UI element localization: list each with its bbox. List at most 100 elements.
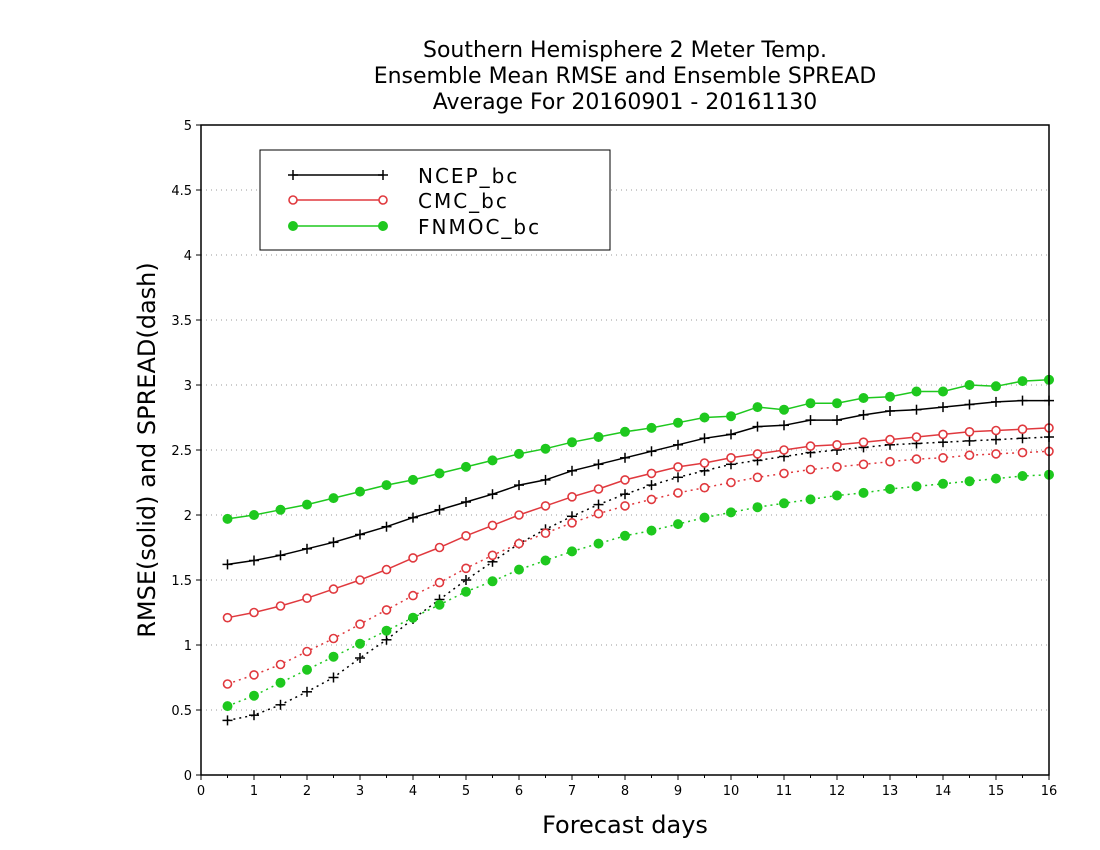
series-cmc-bc-spread-point [832,462,842,472]
y-tick-label: 5 [184,119,192,134]
series-ncep-bc-rmse-point [275,550,286,561]
series-ncep-bc-rmse-point [726,429,736,440]
series-ncep-bc-rmse-point [646,446,657,457]
series-ncep-bc-spread-point [964,435,975,446]
series-cmc-bc-rmse-point [620,475,630,485]
series-fnmoc-bc-rmse-point [275,504,286,515]
series-cmc-bc-rmse-point [699,458,710,468]
series-fnmoc-bc-spread-point [805,494,816,505]
y-tick-label: 1.5 [171,574,192,589]
series-ncep-bc-rmse-point [832,415,842,426]
chart-title-line-2: Ensemble Mean RMSE and Ensemble SPREAD [374,64,877,89]
series-cmc-bc-spread-point [805,464,816,475]
series-fnmoc-bc-rmse-point [885,391,895,402]
series-cmc-bc-spread-point [646,494,657,505]
series-cmc-bc-rmse-point [434,542,445,553]
series-cmc-bc-rmse-point [805,441,816,451]
series-fnmoc-bc-spread-point [487,576,498,587]
series-fnmoc-bc-spread-point [938,478,948,489]
chart-title-line-3: Average For 20160901 - 20161130 [433,90,818,115]
series-cmc-bc-rmse-point [726,452,736,463]
y-axis-label: RMSE(solid) and SPREAD(dash) [133,262,161,638]
series-cmc-bc-rmse-point [911,432,922,442]
axes: 00.511.522.533.544.550 1 2 3 4 5 6 7 8 9 10 11 12 13 1… [171,119,1057,799]
series-cmc-bc-rmse-point [381,564,392,575]
series-cmc-bc-spread-point [938,452,948,463]
x-tick-label: 11 [776,784,793,799]
series-cmc-bc-spread-point [381,605,392,615]
series-fnmoc-bc-spread-point [1017,471,1028,481]
series-fnmoc-bc-spread-point [461,586,471,597]
series-cmc-bc-rmse-point [858,437,869,448]
series-cmc-bc-spread-point [779,468,789,479]
x-tick-label: 6 [515,784,523,799]
series-fnmoc-bc-spread-point [222,701,233,712]
series-cmc-bc-spread-point [991,449,1001,459]
series-fnmoc-bc-spread-point [514,564,524,575]
series-ncep-bc-rmse-point [540,474,551,485]
series-cmc-bc-rmse-point [646,468,657,479]
series-cmc-bc-rmse-point [514,510,524,520]
series-cmc-bc-rmse-point [222,612,233,623]
series-fnmoc-bc-rmse-point [540,443,551,454]
series-cmc-bc-rmse-point [673,462,683,472]
series-cmc-bc-spread-point [302,646,312,657]
series-ncep-bc-rmse-point [434,504,445,515]
series-cmc-bc-rmse-point [964,426,975,437]
series-cmc-bc-spread-point [885,456,895,467]
series-cmc-bc-rmse-point [991,425,1001,436]
series-fnmoc-bc-rmse-point [1017,376,1028,387]
series-cmc-bc-spread-point [408,590,418,601]
legend-marker-cmc-bc-start [288,195,298,205]
x-tick-label: 9 [674,784,682,799]
series-fnmoc-bc-spread-point [302,664,312,675]
series-ncep-bc-rmse-point [514,480,524,491]
series-cmc-bc-spread-point [434,577,445,588]
y-tick-label: 3 [184,379,192,394]
series-ncep-bc-rmse-point [911,404,922,415]
y-tick-label: 1 [184,639,192,654]
series-ncep-bc-rmse-point [408,512,418,523]
legend-marker-ncep-bc-end [378,170,388,180]
series-fnmoc-bc-spread-point [328,651,339,662]
series-fnmoc-bc-rmse-point [646,422,657,433]
series-fnmoc-bc-rmse-point [726,411,736,422]
series-ncep-bc-spread-point [593,499,604,510]
series-ncep-bc-spread-line [227,436,1050,722]
series-cmc-bc-rmse-point [1017,424,1028,435]
series-ncep-bc-spread-point [620,489,630,500]
series-cmc-bc-spread-point [858,459,869,470]
series-fnmoc-bc-rmse-point [964,380,975,390]
series-fnmoc-bc-rmse-point [805,398,816,409]
x-tick-label: 15 [988,784,1005,799]
series-cmc-bc-spread-point [487,550,498,561]
series-ncep-bc-rmse-point [620,452,630,463]
series-fnmoc-bc-spread-point [381,625,392,636]
series [222,374,1054,726]
series-cmc-bc-spread-point [699,482,710,493]
series-cmc-bc-spread-point [249,670,259,680]
series-ncep-bc-rmse-point [991,396,1001,407]
series-ncep-bc-rmse-point [461,497,471,507]
x-tick-label: 10 [723,784,740,799]
series-ncep-bc-rmse-point [487,489,498,500]
series-ncep-bc-spread-point [275,699,286,710]
series-fnmoc-bc-spread-point [249,690,259,701]
series-fnmoc-bc-spread-point [673,519,683,530]
series-fnmoc-bc-rmse-point [991,381,1001,392]
series-ncep-bc-spread-point [249,710,259,721]
series-cmc-bc-rmse-point [355,575,365,585]
series-fnmoc-bc-spread-point [779,498,789,509]
y-tick-label: 4 [184,249,192,264]
series-ncep-bc-rmse-point [858,409,869,420]
series-cmc-bc-spread-point [355,619,365,630]
series-fnmoc-bc-rmse-point [487,455,498,466]
series-ncep-bc-rmse-point [1017,395,1028,406]
series-cmc-bc-spread-point [752,472,763,483]
series-fnmoc-bc-spread-point [699,512,710,523]
series-cmc-bc-rmse-point [540,501,551,511]
series-ncep-bc-spread-point [328,672,339,683]
series-fnmoc-bc-rmse-point [355,486,365,497]
